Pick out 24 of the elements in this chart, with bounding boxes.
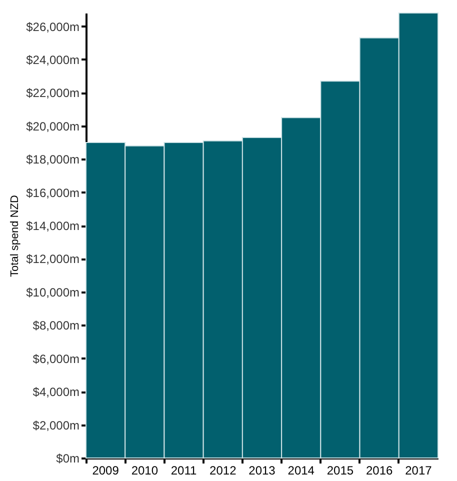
x-tick-label: 2015 xyxy=(326,464,354,478)
y-tick-label: $26,000m xyxy=(26,20,80,34)
y-tick-label: $10,000m xyxy=(26,285,80,300)
x-tick-label: 2016 xyxy=(366,464,394,478)
y-tick-label: $24,000m xyxy=(26,52,80,67)
y-tick-label: $0m xyxy=(56,452,80,466)
y-tick-label: $18,000m xyxy=(26,152,80,167)
x-tick-label: 2012 xyxy=(210,464,237,478)
y-tick-label: $16,000m xyxy=(26,186,80,200)
x-tick-label: 2011 xyxy=(170,464,197,478)
y-tick-label: $14,000m xyxy=(26,219,80,234)
x-tick-label: 2009 xyxy=(92,464,120,478)
y-tick-label: $2,000m xyxy=(32,418,80,432)
x-tick-label: 2013 xyxy=(248,464,276,478)
y-tick-label: $8,000m xyxy=(32,318,80,333)
y-axis-title: Total spend NZD xyxy=(9,194,22,277)
x-tick-label: 2014 xyxy=(288,464,315,478)
y-tick-label: $12,000m xyxy=(26,252,80,266)
y-tick-label: $20,000m xyxy=(26,119,80,134)
x-tick-label: 2010 xyxy=(131,464,158,478)
y-tick-label: $4,000m xyxy=(32,385,80,400)
y-tick-label: $22,000m xyxy=(26,86,80,100)
y-tick-label: $6,000m xyxy=(32,352,80,366)
x-tick-label: 2017 xyxy=(405,464,432,478)
